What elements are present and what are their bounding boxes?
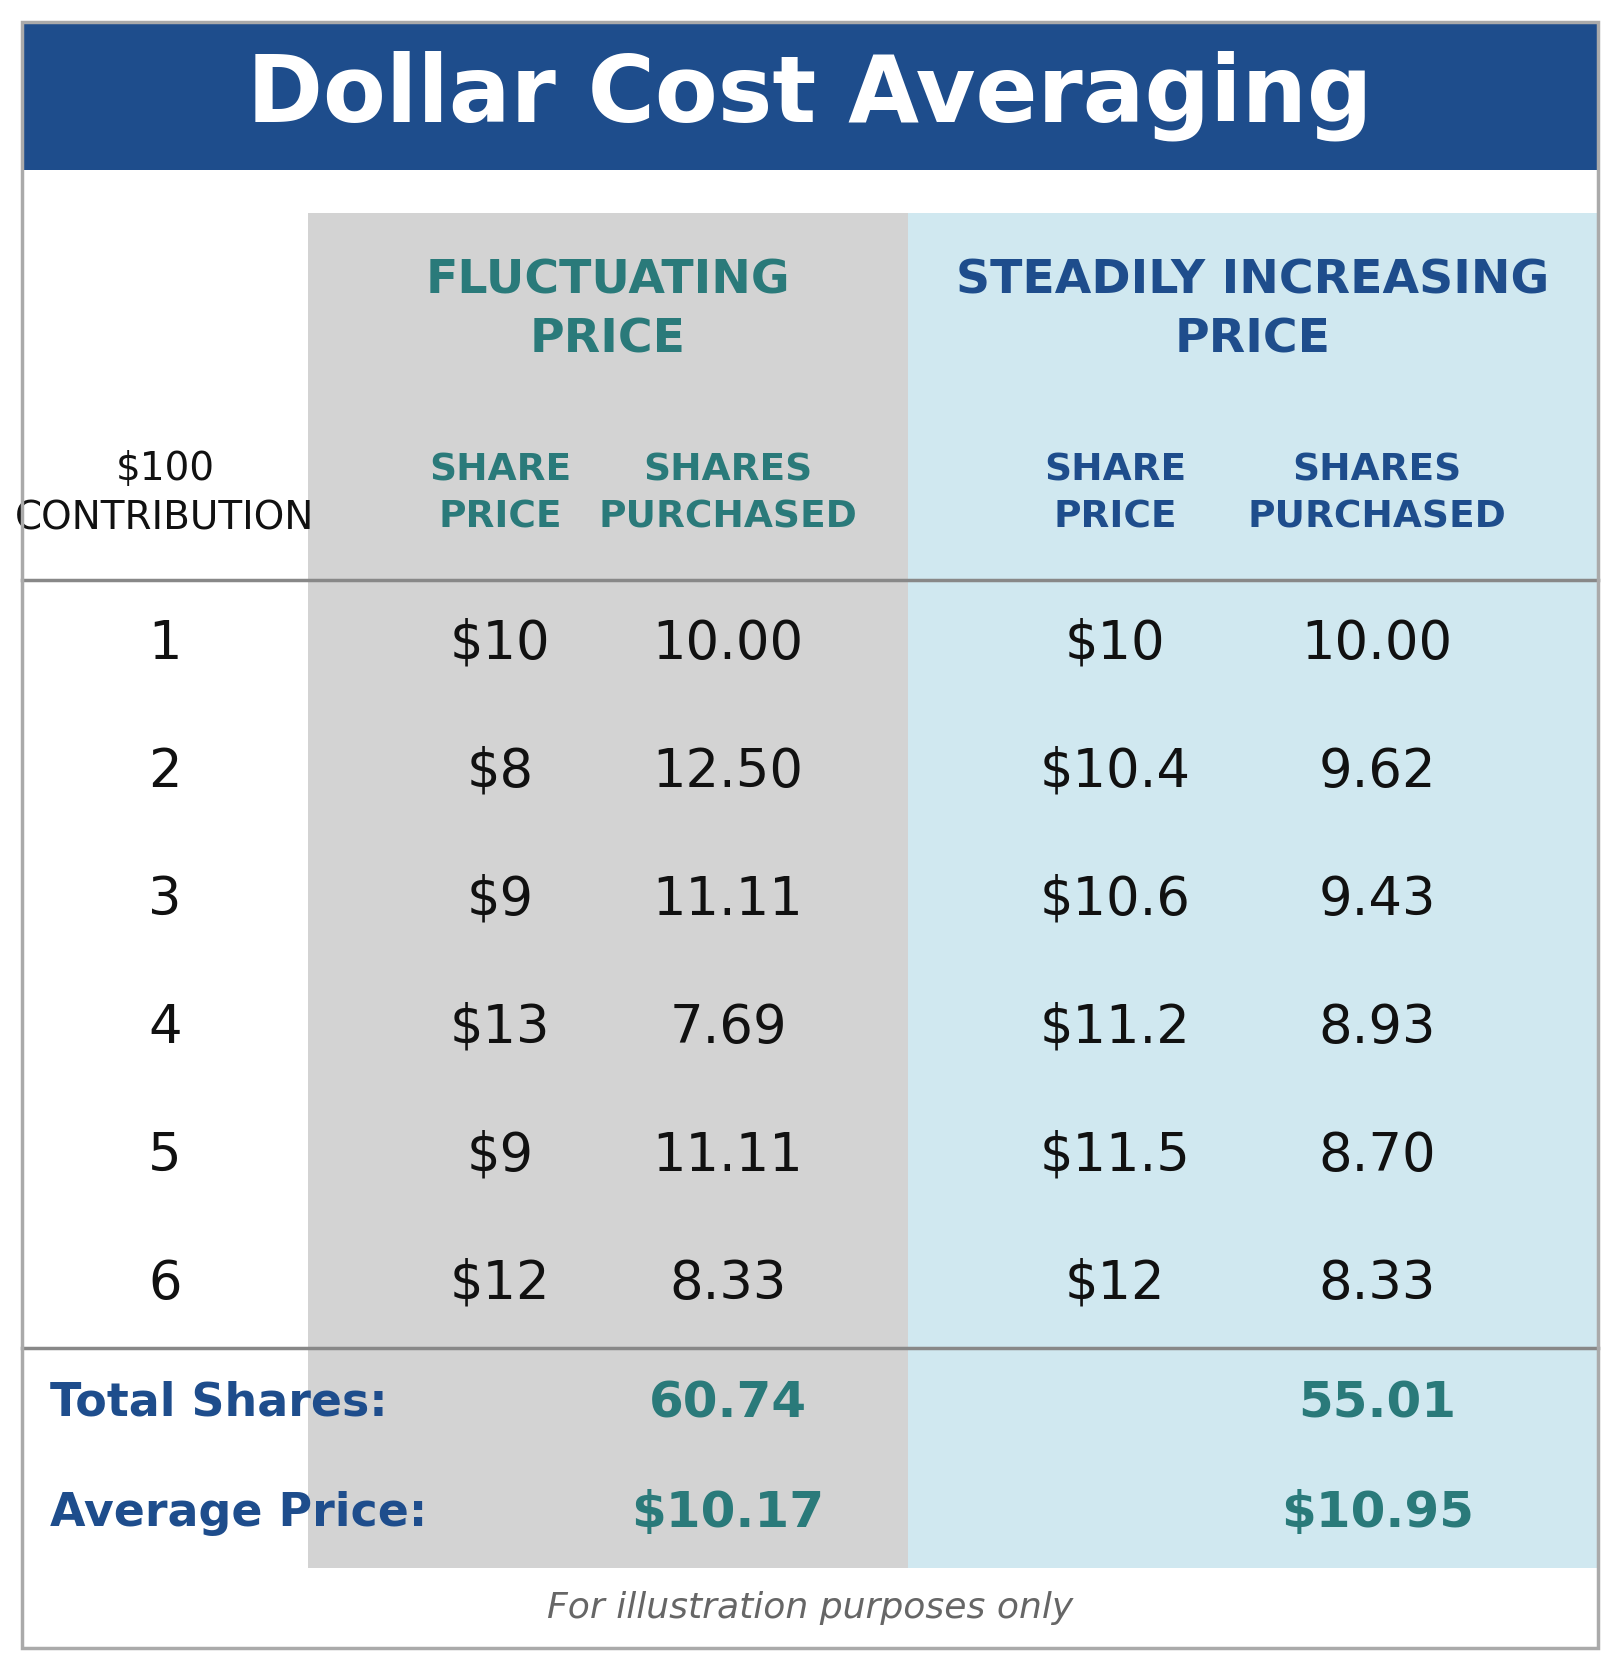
Text: 8.70: 8.70 xyxy=(1319,1131,1435,1182)
Text: 9.62: 9.62 xyxy=(1319,746,1435,798)
Text: $10: $10 xyxy=(1064,618,1165,670)
Text: SHARES
PURCHASED: SHARES PURCHASED xyxy=(598,453,857,536)
Text: 6: 6 xyxy=(147,1258,181,1309)
Text: 12.50: 12.50 xyxy=(653,746,804,798)
Text: 10.00: 10.00 xyxy=(1301,618,1453,670)
Bar xyxy=(907,214,1597,1568)
Text: For illustration purposes only: For illustration purposes only xyxy=(548,1592,1072,1625)
Text: Average Price:: Average Price: xyxy=(50,1491,428,1535)
Text: $8: $8 xyxy=(467,746,533,798)
Text: Total Shares:: Total Shares: xyxy=(50,1381,387,1426)
Text: $9: $9 xyxy=(467,873,533,925)
Bar xyxy=(23,22,1597,170)
Text: $11.2: $11.2 xyxy=(1040,1002,1191,1054)
Text: 60.74: 60.74 xyxy=(650,1379,807,1426)
Text: 11.11: 11.11 xyxy=(653,1131,804,1182)
Text: 1: 1 xyxy=(149,618,181,670)
Text: SHARES
PURCHASED: SHARES PURCHASED xyxy=(1247,453,1507,536)
Text: 8.33: 8.33 xyxy=(669,1258,787,1309)
Text: $10: $10 xyxy=(450,618,551,670)
Text: $11.5: $11.5 xyxy=(1040,1131,1191,1182)
Text: SHARE
PRICE: SHARE PRICE xyxy=(1043,453,1186,536)
Text: 55.01: 55.01 xyxy=(1298,1379,1456,1426)
Bar xyxy=(308,214,907,1568)
Text: $10.6: $10.6 xyxy=(1040,873,1191,925)
Text: $13: $13 xyxy=(450,1002,551,1054)
Text: Dollar Cost Averaging: Dollar Cost Averaging xyxy=(248,50,1372,142)
Text: $10.17: $10.17 xyxy=(632,1490,825,1536)
Text: SHARE
PRICE: SHARE PRICE xyxy=(429,453,572,536)
Text: 11.11: 11.11 xyxy=(653,873,804,925)
Text: 4: 4 xyxy=(147,1002,181,1054)
Text: $100
CONTRIBUTION: $100 CONTRIBUTION xyxy=(15,449,314,538)
Text: 7.69: 7.69 xyxy=(669,1002,787,1054)
Text: 3: 3 xyxy=(149,873,181,925)
Text: 8.33: 8.33 xyxy=(1319,1258,1435,1309)
Text: $12: $12 xyxy=(1064,1258,1165,1309)
Text: $12: $12 xyxy=(450,1258,551,1309)
Text: $9: $9 xyxy=(467,1131,533,1182)
Text: 2: 2 xyxy=(149,746,181,798)
Text: STEADILY INCREASING
PRICE: STEADILY INCREASING PRICE xyxy=(956,259,1550,362)
Text: 10.00: 10.00 xyxy=(653,618,804,670)
Text: $10.95: $10.95 xyxy=(1281,1490,1474,1536)
Text: 5: 5 xyxy=(147,1131,181,1182)
Text: $10.4: $10.4 xyxy=(1040,746,1191,798)
Text: FLUCTUATING
PRICE: FLUCTUATING PRICE xyxy=(426,259,791,362)
Text: 8.93: 8.93 xyxy=(1319,1002,1435,1054)
Text: 9.43: 9.43 xyxy=(1319,873,1435,925)
